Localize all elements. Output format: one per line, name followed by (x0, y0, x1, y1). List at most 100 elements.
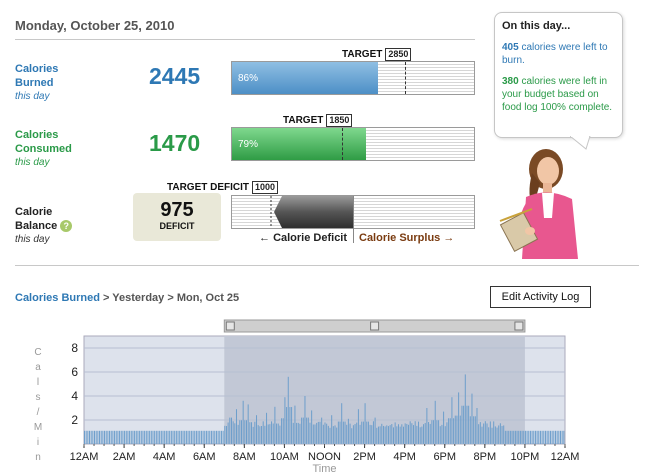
activity-bar (284, 397, 286, 444)
activity-bar (456, 415, 458, 444)
activity-bar (519, 430, 521, 444)
activity-bar (137, 430, 139, 444)
activity-bar (239, 420, 241, 444)
activity-bar (297, 422, 299, 444)
activity-bar (326, 423, 328, 444)
activity-bar (357, 409, 359, 444)
activity-bar (287, 376, 289, 444)
activity-bar (389, 425, 391, 444)
activity-bar (458, 392, 460, 444)
activity-bar (119, 430, 121, 444)
activity-bar (419, 427, 421, 444)
activity-bar (199, 430, 201, 444)
activity-bar (501, 425, 503, 444)
activity-bar (356, 422, 358, 444)
activity-bar (387, 426, 389, 444)
activity-bar (252, 426, 254, 444)
activity-bar (85, 430, 87, 444)
activity-bar (561, 430, 563, 444)
activity-bar (182, 430, 184, 444)
activity-bar (473, 416, 475, 444)
activity-bar (109, 430, 111, 444)
consumed-bar: 79% (231, 127, 475, 161)
breadcrumb: Calories Burned > Yesterday > Mon, Oct 2… (15, 292, 239, 304)
breadcrumb-link-calories-burned[interactable]: Calories Burned (15, 292, 100, 304)
activity-bar (493, 421, 495, 444)
activity-bar (197, 430, 199, 444)
header-divider (15, 39, 475, 40)
activity-bar (115, 430, 117, 444)
activity-bar (92, 430, 94, 444)
x-axis-title: Time (312, 463, 336, 473)
activity-bar (438, 420, 440, 444)
date-title: Monday, October 25, 2010 (15, 18, 175, 33)
activity-bar (301, 417, 303, 444)
activity-bar (332, 426, 334, 444)
deficit-bar-graphic (270, 196, 353, 228)
activity-bar (272, 423, 274, 444)
activity-bar (149, 430, 151, 444)
activity-bar (399, 426, 401, 444)
question-icon[interactable]: ? (60, 220, 73, 233)
activity-bar (152, 430, 154, 444)
activity-bar (446, 422, 448, 444)
activity-bar (237, 424, 239, 444)
activity-bar (225, 425, 227, 444)
activity-bar (379, 426, 381, 444)
activity-bar (514, 430, 516, 444)
activity-bar (220, 430, 222, 444)
activity-bar (134, 430, 136, 444)
x-tick-label: 2AM (113, 451, 136, 463)
activity-bar (558, 430, 560, 444)
activity-bar (366, 421, 368, 444)
activity-bar (102, 430, 104, 444)
activity-bar (391, 424, 393, 444)
consumed-value: 1470 (149, 130, 201, 156)
edit-activity-log-button[interactable]: Edit Activity Log (490, 286, 591, 308)
activity-bar (322, 424, 324, 444)
activity-bar (180, 430, 182, 444)
activity-bar (436, 420, 438, 444)
consumed-percent: 79% (238, 139, 259, 150)
x-tick-label: 10AM (270, 451, 299, 463)
activity-bar (147, 430, 149, 444)
activity-bar (276, 423, 278, 444)
activity-bar (302, 417, 304, 444)
scroller-grip[interactable] (514, 321, 524, 331)
activity-bar (409, 421, 411, 444)
activity-bar (294, 405, 296, 444)
activity-bar (291, 407, 293, 444)
activity-bar (312, 424, 314, 444)
activity-bar (207, 430, 209, 444)
activity-bar (372, 421, 374, 444)
activity-bar (314, 424, 316, 444)
y-axis-title-char: s (35, 392, 41, 403)
activity-bar (130, 430, 132, 444)
activity-bar (476, 408, 478, 444)
activity-bar (351, 428, 353, 444)
burned-label-line2: Burned (15, 77, 54, 89)
activity-bar (337, 421, 339, 444)
consumed-target-value: 1850 (326, 114, 353, 127)
activity-bar (551, 430, 553, 444)
activity-bar (129, 430, 131, 444)
deficit-legend: ← Calorie Deficit (259, 232, 347, 244)
activity-bar (394, 422, 396, 444)
scroller-grip[interactable] (370, 321, 380, 331)
activity-bar (327, 425, 329, 444)
activity-bar (538, 430, 540, 444)
activity-bar (411, 423, 413, 444)
activity-bar (459, 415, 461, 444)
activity-bar (266, 412, 268, 444)
activity-bar (227, 422, 229, 444)
y-axis-title-char: l (36, 377, 40, 388)
activity-bar (142, 430, 144, 444)
activity-bar (150, 430, 152, 444)
activity-bar (526, 430, 528, 444)
scroller-grip[interactable] (225, 321, 235, 331)
activity-bar (90, 430, 92, 444)
activity-bar (489, 421, 491, 444)
activity-bar (144, 430, 146, 444)
activity-bar (513, 430, 515, 444)
activity-bar (271, 421, 273, 444)
